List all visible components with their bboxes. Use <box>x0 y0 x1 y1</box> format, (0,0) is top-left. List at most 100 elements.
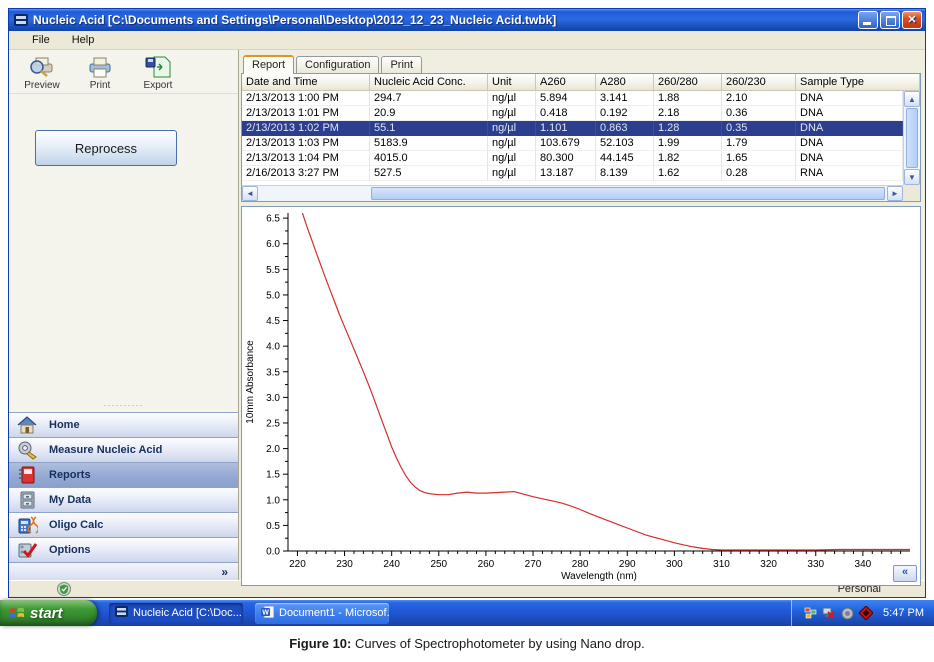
sidebar-item-options[interactable]: Options <box>9 537 238 562</box>
sidebar-footer: » <box>9 562 238 580</box>
table-body: 2/13/2013 1:00 PM294.7ng/µl5.8943.1411.8… <box>242 91 903 185</box>
svg-text:0.5: 0.5 <box>266 521 280 532</box>
start-button[interactable]: start <box>0 600 97 626</box>
window-title: Nucleic Acid [C:\Documents and Settings\… <box>33 13 858 27</box>
table-cell: 2/13/2013 1:00 PM <box>242 91 370 106</box>
table-cell: 0.863 <box>596 121 654 136</box>
sidebar-item-label: Reports <box>49 469 91 481</box>
sidebar-item-home[interactable]: Home <box>9 412 238 437</box>
table-cell: 13.187 <box>536 166 596 181</box>
table-cell: 5.894 <box>536 91 596 106</box>
sidebar-item-reports[interactable]: Reports <box>9 462 238 487</box>
table-row[interactable]: 2/13/2013 1:01 PM20.9ng/µl0.4180.1922.18… <box>242 106 903 121</box>
svg-text:310: 310 <box>713 559 730 570</box>
table-cell: 5183.9 <box>370 136 488 151</box>
table-horizontal-scrollbar[interactable]: ◄ ► <box>242 185 903 201</box>
scrollbar-corner <box>903 185 920 201</box>
svg-text:1.5: 1.5 <box>266 470 280 481</box>
tab-configuration[interactable]: Configuration <box>296 56 379 73</box>
table-cell: 4015.0 <box>370 151 488 166</box>
svg-text:2.0: 2.0 <box>266 444 280 455</box>
table-cell: 2/13/2013 1:02 PM <box>242 121 370 136</box>
toolbar-button-print[interactable]: Print <box>75 55 125 91</box>
table-header-cell[interactable]: Date and Time <box>242 74 370 91</box>
table-header-cell[interactable]: 260/230 <box>722 74 796 91</box>
horizontal-scroll-thumb[interactable] <box>371 187 885 200</box>
tab-report[interactable]: Report <box>243 55 294 74</box>
table-cell: DNA <box>796 136 903 151</box>
collapse-chart-button[interactable]: « <box>893 565 917 582</box>
scroll-down-icon[interactable]: ▼ <box>904 169 920 185</box>
figure-caption-text: Curves of Spectrophotometer by using Nan… <box>351 636 644 651</box>
vertical-scroll-thumb[interactable] <box>906 108 918 168</box>
table-cell: 1.62 <box>654 166 722 181</box>
toolbar-button-export[interactable]: Export <box>133 55 183 91</box>
table-cell: 1.82 <box>654 151 722 166</box>
table-cell: 2/13/2013 1:03 PM <box>242 136 370 151</box>
taskbar-task-word[interactable]: WDocument1 - Microsof... <box>255 603 389 624</box>
table-cell: 44.145 <box>596 151 654 166</box>
table-cell: 3.141 <box>596 91 654 106</box>
sidebar-item-oligo-calc[interactable]: Oligo Calc <box>9 512 238 537</box>
table-cell: 52.103 <box>596 136 654 151</box>
svg-text:6.5: 6.5 <box>266 214 280 225</box>
reprocess-button[interactable]: Reprocess <box>35 130 177 166</box>
svg-text:290: 290 <box>619 559 636 570</box>
tab-print[interactable]: Print <box>381 56 422 73</box>
restore-icon[interactable] <box>880 11 900 29</box>
table-header-cell[interactable]: Sample Type <box>796 74 920 91</box>
panel-splitter-handle[interactable]: ·········· <box>9 403 238 412</box>
table-row[interactable]: 2/16/2013 3:27 PM527.5ng/µl13.1878.1391.… <box>242 166 903 181</box>
table-cell: 1.88 <box>654 91 722 106</box>
menu-item-file[interactable]: File <box>23 33 59 47</box>
sidebar-item-label: Measure Nucleic Acid <box>49 444 162 456</box>
table-vertical-scrollbar[interactable]: ▲ ▼ <box>903 91 920 185</box>
app-icon <box>14 14 28 26</box>
window-controls <box>858 11 922 29</box>
table-cell: 20.9 <box>370 106 488 121</box>
scroll-left-icon[interactable]: ◄ <box>242 186 258 201</box>
volume-tray-icon[interactable] <box>859 606 873 620</box>
svg-text:330: 330 <box>807 559 824 570</box>
menu-bar: File Help <box>9 31 925 50</box>
table-row[interactable]: 2/13/2013 1:03 PM5183.9ng/µl103.67952.10… <box>242 136 903 151</box>
close-icon[interactable] <box>902 11 922 29</box>
table-cell: DNA <box>796 151 903 166</box>
svg-text:270: 270 <box>525 559 542 570</box>
minimize-icon[interactable] <box>858 11 878 29</box>
left-panel: PreviewPrintExport Reprocess ·········· … <box>9 50 239 580</box>
update-tray-icon[interactable] <box>841 607 854 620</box>
table-cell: ng/µl <box>488 121 536 136</box>
table-cell: 1.79 <box>722 136 796 151</box>
desktop-layout-tray-icon[interactable] <box>804 607 817 620</box>
menu-item-help[interactable]: Help <box>63 33 104 47</box>
figure-caption-label: Figure 10: <box>289 636 351 651</box>
toolbar-button-label: Print <box>75 80 125 91</box>
table-header-cell[interactable]: A280 <box>596 74 654 91</box>
table-header-cell[interactable]: Unit <box>488 74 536 91</box>
toolbar-button-preview[interactable]: Preview <box>17 55 67 91</box>
svg-text:0.0: 0.0 <box>266 547 280 558</box>
svg-text:4.0: 4.0 <box>266 342 280 353</box>
table-cell: 103.679 <box>536 136 596 151</box>
network-disconnected-tray-icon[interactable] <box>822 607 836 620</box>
table-row[interactable]: 2/13/2013 1:02 PM55.1ng/µl1.1010.8631.28… <box>242 121 903 136</box>
table-cell: 2/13/2013 1:01 PM <box>242 106 370 121</box>
taskbar-buttons: Nucleic Acid [C:\Doc... WDocument1 - Micr… <box>97 603 389 624</box>
table-cell: 0.28 <box>722 166 796 181</box>
table-header-cell[interactable]: 260/280 <box>654 74 722 91</box>
svg-text:5.5: 5.5 <box>266 265 280 276</box>
sidebar-item-my-data[interactable]: My Data <box>9 487 238 512</box>
scroll-right-icon[interactable]: ► <box>887 186 903 201</box>
table-row[interactable]: 2/13/2013 1:04 PM4015.0ng/µl80.30044.145… <box>242 151 903 166</box>
configure-buttons-chevron-icon[interactable]: » <box>221 566 228 578</box>
table-cell: 55.1 <box>370 121 488 136</box>
sidebar-item-measure-nucleic-acid[interactable]: Measure Nucleic Acid <box>9 437 238 462</box>
horizontal-scroll-track[interactable] <box>258 186 887 201</box>
table-header-cell[interactable]: A260 <box>536 74 596 91</box>
scroll-up-icon[interactable]: ▲ <box>904 91 920 107</box>
table-row[interactable]: 2/13/2013 1:00 PM294.7ng/µl5.8943.1411.8… <box>242 91 903 106</box>
table-header-cell[interactable]: Nucleic Acid Conc. <box>370 74 488 91</box>
taskbar-task-nucleic-acid[interactable]: Nucleic Acid [C:\Doc... <box>109 603 243 624</box>
toolbar-button-label: Export <box>133 80 183 91</box>
